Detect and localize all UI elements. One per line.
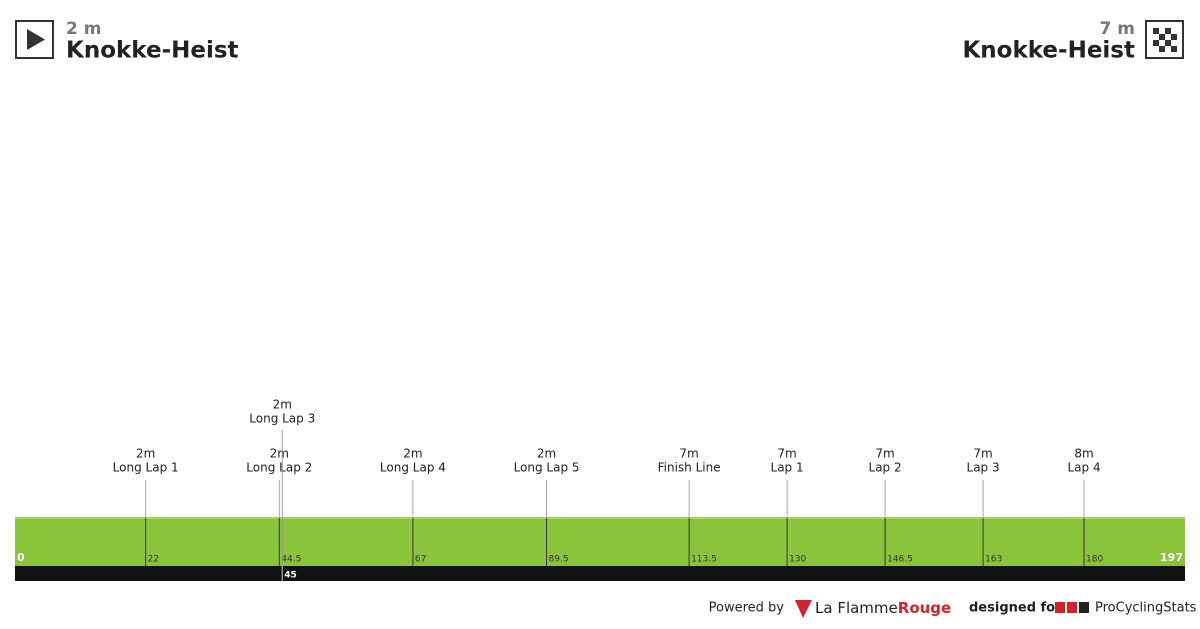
x-tick-label: 22 bbox=[148, 555, 159, 565]
marker-elevation: 7m bbox=[777, 447, 796, 461]
flamme: La Flamme bbox=[815, 599, 898, 617]
x-tick-label: 130 bbox=[789, 555, 806, 565]
marker-name: Long Lap 1 bbox=[113, 461, 179, 475]
marker-name: Lap 3 bbox=[967, 461, 1000, 475]
pcs-name: ProCyclingStats bbox=[1095, 601, 1197, 616]
marker-elevation: 2m bbox=[136, 447, 155, 461]
marker-name: Long Lap 2 bbox=[246, 461, 312, 475]
designed-for: designed for bbox=[969, 601, 1062, 616]
x-tick-label: 197 bbox=[1160, 551, 1183, 564]
flamme-logo bbox=[795, 600, 812, 618]
start-name: Knokke-Heist bbox=[66, 38, 239, 64]
marker-elevation: 8m bbox=[1074, 447, 1093, 461]
powered-by: Powered by bbox=[709, 601, 785, 616]
start-elevation: 2 m bbox=[66, 19, 101, 39]
marker-elevation: 2m bbox=[537, 447, 556, 461]
marker-elevation: 2m bbox=[403, 447, 422, 461]
marker-elevation: 2m bbox=[273, 398, 292, 412]
plot: 0 22 44.5 67 89.5 113.5 130 146.5 163 180 197452mL… bbox=[15, 398, 1185, 581]
x-tick-label: 67 bbox=[415, 555, 426, 565]
pcs-logo bbox=[1055, 602, 1089, 613]
x-tick-label: 180 bbox=[1086, 555, 1103, 565]
marker-name: Long Lap 4 bbox=[380, 461, 446, 475]
marker-elevation: 7m bbox=[875, 447, 894, 461]
bar-tick-label: 45 bbox=[284, 571, 297, 581]
distance-bar bbox=[15, 566, 1185, 581]
footer: Powered by La FlammeRouge designed for P… bbox=[709, 599, 1197, 618]
marker-elevation: 2m bbox=[270, 447, 289, 461]
marker-name: Lap 4 bbox=[1067, 461, 1100, 475]
rouge: Rouge bbox=[898, 599, 951, 617]
x-tick-label: 163 bbox=[985, 555, 1002, 565]
marker-elevation: 7m bbox=[973, 447, 992, 461]
finish-name: Knokke-Heist bbox=[962, 38, 1135, 64]
x-tick-label: 0 bbox=[17, 551, 25, 564]
finish-elevation: 7 m bbox=[1100, 19, 1135, 39]
flamme-text: La FlammeRouge bbox=[815, 599, 951, 617]
marker-name: Lap 2 bbox=[869, 461, 902, 475]
marker-name: Long Lap 5 bbox=[514, 461, 580, 475]
marker-name: Finish Line bbox=[658, 461, 721, 475]
marker-name: Long Lap 3 bbox=[249, 412, 315, 426]
marker-elevation: 7m bbox=[679, 447, 698, 461]
finish-icon bbox=[1145, 20, 1184, 59]
x-tick-label: 113.5 bbox=[691, 555, 717, 565]
start-icon bbox=[15, 20, 54, 59]
x-tick-label: 44.5 bbox=[281, 555, 301, 565]
x-tick-label: 89.5 bbox=[549, 555, 569, 565]
marker-name: Lap 1 bbox=[771, 461, 804, 475]
profile-area bbox=[15, 518, 1185, 566]
x-tick-label: 146.5 bbox=[887, 555, 913, 565]
